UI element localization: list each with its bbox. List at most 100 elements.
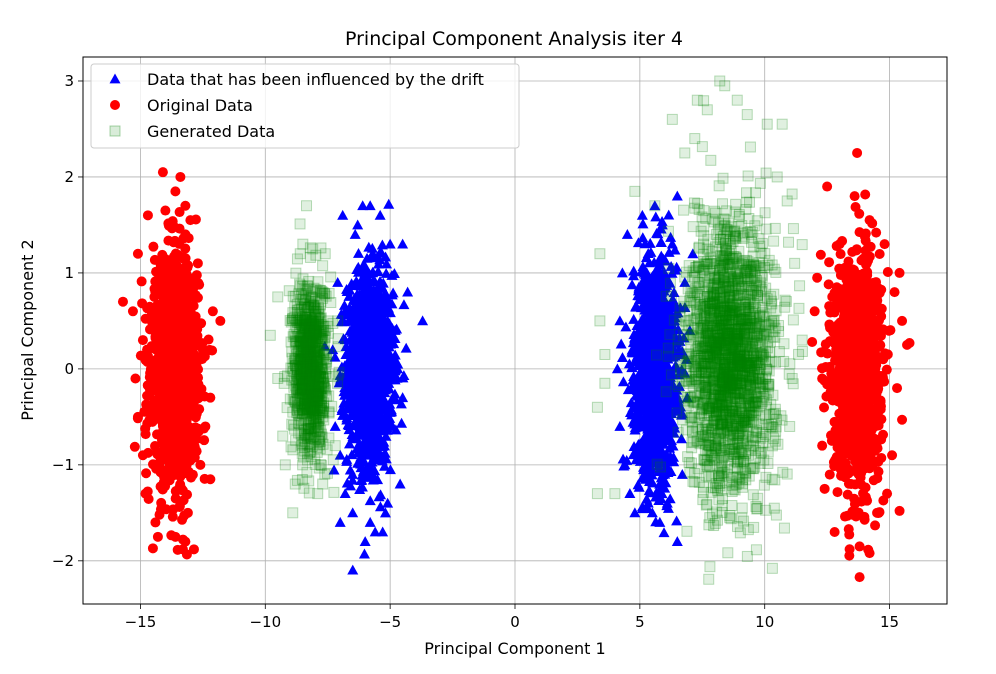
data-point	[360, 393, 372, 403]
data-point	[368, 436, 380, 447]
data-point	[366, 242, 378, 253]
data-point	[616, 267, 628, 278]
data-point	[343, 438, 355, 449]
data-point	[345, 480, 357, 491]
data-point	[398, 299, 410, 310]
data-point	[365, 458, 377, 468]
data-point	[377, 376, 389, 387]
data-point	[655, 237, 667, 248]
data-point	[358, 300, 370, 311]
chart-title: Principal Component Analysis iter 4	[345, 28, 683, 50]
data-point	[162, 322, 173, 333]
data-point	[617, 376, 629, 387]
data-point	[395, 398, 407, 409]
series-triangle	[319, 190, 699, 575]
data-point	[191, 270, 202, 281]
data-point	[346, 468, 358, 479]
data-point	[161, 429, 172, 440]
data-point	[359, 536, 371, 547]
data-point	[351, 443, 363, 454]
data-point	[357, 349, 369, 360]
data-point	[376, 329, 388, 340]
data-point	[369, 327, 381, 338]
data-point	[355, 462, 367, 473]
data-point	[337, 409, 349, 420]
data-point	[367, 371, 379, 382]
data-point	[155, 311, 166, 322]
data-point	[350, 275, 362, 286]
data-point	[174, 457, 185, 468]
data-point	[341, 387, 353, 398]
data-point	[352, 261, 364, 272]
data-point	[337, 209, 349, 220]
data-point	[136, 276, 147, 287]
data-point	[369, 429, 381, 439]
data-point	[358, 361, 370, 372]
data-point	[178, 383, 189, 394]
data-point	[380, 251, 392, 262]
data-point	[871, 227, 882, 238]
data-point	[854, 227, 865, 238]
data-point	[621, 229, 633, 239]
data-point	[357, 365, 369, 376]
data-point	[199, 435, 210, 446]
data-point	[161, 399, 172, 410]
data-point	[387, 371, 399, 382]
data-point	[388, 268, 400, 279]
data-point	[384, 238, 396, 249]
data-point	[366, 385, 378, 396]
data-point	[370, 334, 382, 345]
data-point	[174, 440, 185, 451]
data-point	[870, 520, 881, 531]
data-point	[329, 420, 341, 431]
data-point	[345, 410, 357, 420]
data-point	[370, 342, 382, 353]
data-point	[184, 301, 195, 312]
data-point	[819, 402, 830, 413]
data-point	[153, 346, 164, 357]
data-point	[389, 388, 401, 399]
data-point	[364, 200, 376, 211]
data-point	[417, 315, 429, 326]
data-point	[168, 504, 179, 515]
data-point	[615, 338, 627, 349]
data-point	[364, 495, 376, 506]
data-point	[381, 258, 393, 269]
data-point	[368, 451, 380, 462]
data-point	[385, 351, 397, 362]
data-point	[375, 245, 387, 256]
data-point	[835, 249, 846, 260]
data-point	[350, 344, 362, 355]
data-point	[383, 341, 395, 352]
data-point	[874, 248, 885, 259]
data-point	[178, 495, 189, 506]
data-point	[150, 333, 161, 344]
data-point	[357, 386, 369, 397]
data-point	[191, 446, 202, 457]
data-point	[163, 235, 174, 246]
data-point	[373, 491, 385, 502]
data-point	[353, 248, 365, 258]
data-point	[334, 516, 346, 527]
data-point	[368, 406, 380, 417]
data-point	[333, 377, 345, 388]
data-point	[824, 257, 835, 268]
data-point	[346, 378, 358, 389]
data-point	[375, 414, 387, 425]
data-point	[614, 315, 626, 326]
data-point	[376, 239, 388, 250]
data-point	[383, 198, 395, 209]
data-point	[359, 419, 371, 430]
data-point	[352, 403, 364, 414]
data-point	[637, 218, 649, 229]
data-point	[365, 463, 377, 474]
data-point	[148, 241, 159, 252]
data-point	[349, 229, 361, 239]
data-point	[334, 369, 346, 380]
data-point	[207, 345, 218, 356]
data-point	[344, 325, 356, 336]
data-point	[397, 238, 409, 249]
data-point	[186, 310, 197, 321]
data-point	[372, 357, 384, 368]
data-point	[658, 527, 670, 538]
